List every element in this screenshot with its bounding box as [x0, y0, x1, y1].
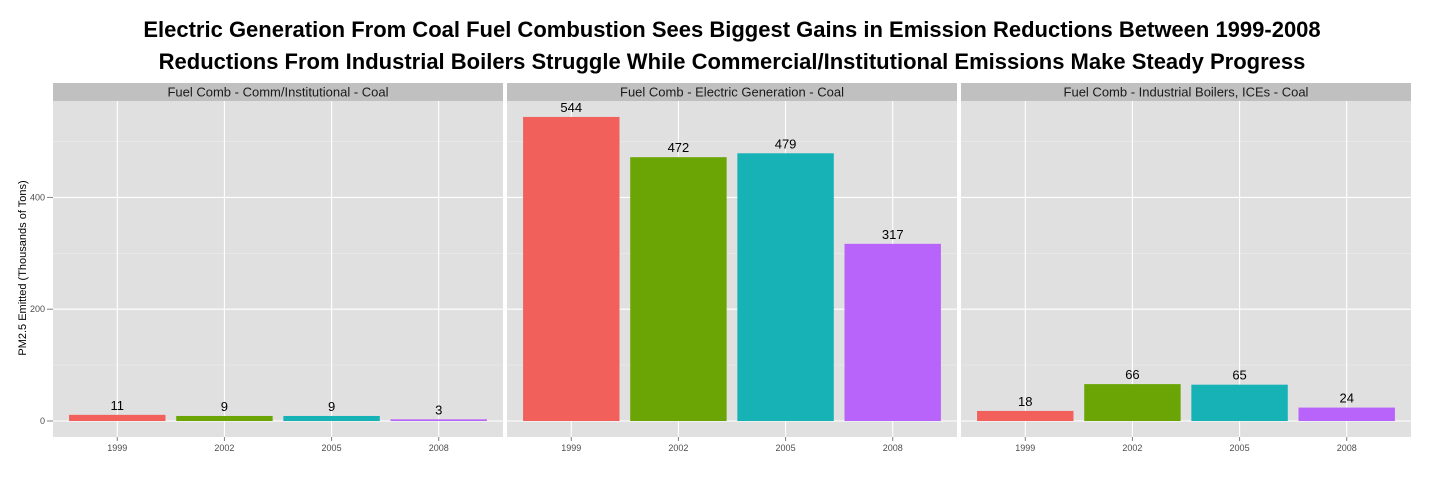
facet-panel: Fuel Comb - Industrial Boilers, ICEs - C… [961, 83, 1411, 453]
plot-panel [961, 101, 1411, 437]
bar-2008 [844, 243, 941, 421]
x-tick-label: 2005 [322, 443, 342, 453]
facet-panels: 0 200 400 Fuel Comb - Comm/Institutional - … [30, 83, 1411, 453]
bar-2002 [176, 415, 273, 421]
x-tick-label: 2002 [1122, 443, 1142, 453]
facet-strip-label: Fuel Comb - Industrial Boilers, ICEs - C… [1064, 85, 1309, 100]
x-tick-label: 2002 [214, 443, 234, 453]
x-tick-label: 2005 [1230, 443, 1250, 453]
x-tick-label: 1999 [561, 443, 581, 453]
bar-value-label: 317 [882, 227, 904, 242]
y-tick-label: 400 [30, 192, 45, 202]
x-tick-label: 2008 [429, 443, 449, 453]
facet-strip-label: Fuel Comb - Electric Generation - Coal [620, 85, 844, 100]
bar-2005 [1191, 384, 1288, 421]
bar-value-label: 18 [1018, 394, 1032, 409]
x-tick-label: 2008 [883, 443, 903, 453]
bar-2002 [630, 157, 727, 421]
bar-value-label: 65 [1232, 368, 1246, 383]
facet-panel: Fuel Comb - Electric Generation - Coal 54… [507, 83, 957, 453]
bar-value-label: 66 [1125, 367, 1139, 382]
bar-value-label: 479 [775, 136, 797, 151]
x-tick-label: 2005 [776, 443, 796, 453]
bar-1999 [69, 414, 166, 421]
bar-1999 [523, 116, 620, 421]
bar-value-label: 544 [560, 100, 582, 115]
x-tick-label: 1999 [107, 443, 127, 453]
chart-subtitle: Reductions From Industrial Boilers Strug… [159, 49, 1306, 74]
x-tick-label: 2008 [1337, 443, 1357, 453]
bar-2005 [737, 153, 834, 422]
x-tick-label: 2002 [668, 443, 688, 453]
bar-2008 [1298, 407, 1395, 421]
bar-2002 [1084, 384, 1181, 421]
facet-panel: Fuel Comb - Comm/Institutional - Coal 11 9… [53, 83, 503, 453]
y-axis-label: PM2.5 Emitted (Thousands of Tons) [17, 180, 29, 355]
bar-value-label: 11 [111, 398, 125, 413]
x-tick-label: 1999 [1015, 443, 1035, 453]
bar-value-label: 3 [435, 402, 442, 417]
bar-2005 [283, 415, 380, 421]
facet-strip [507, 83, 957, 101]
y-tick-label: 200 [30, 304, 45, 314]
facet-strip [961, 83, 1411, 101]
bar-value-label: 24 [1339, 391, 1353, 406]
bar-value-label: 9 [221, 399, 228, 414]
chart-title: Electric Generation From Coal Fuel Combu… [143, 17, 1320, 42]
plot-panel [53, 101, 503, 437]
facet-strip [53, 83, 503, 101]
facet-strip-label: Fuel Comb - Comm/Institutional - Coal [167, 85, 388, 100]
y-tick-label: 0 [40, 416, 45, 426]
bar-1999 [977, 410, 1074, 421]
bar-2008 [390, 419, 487, 421]
bar-value-label: 472 [668, 140, 690, 155]
bar-value-label: 9 [328, 399, 335, 414]
